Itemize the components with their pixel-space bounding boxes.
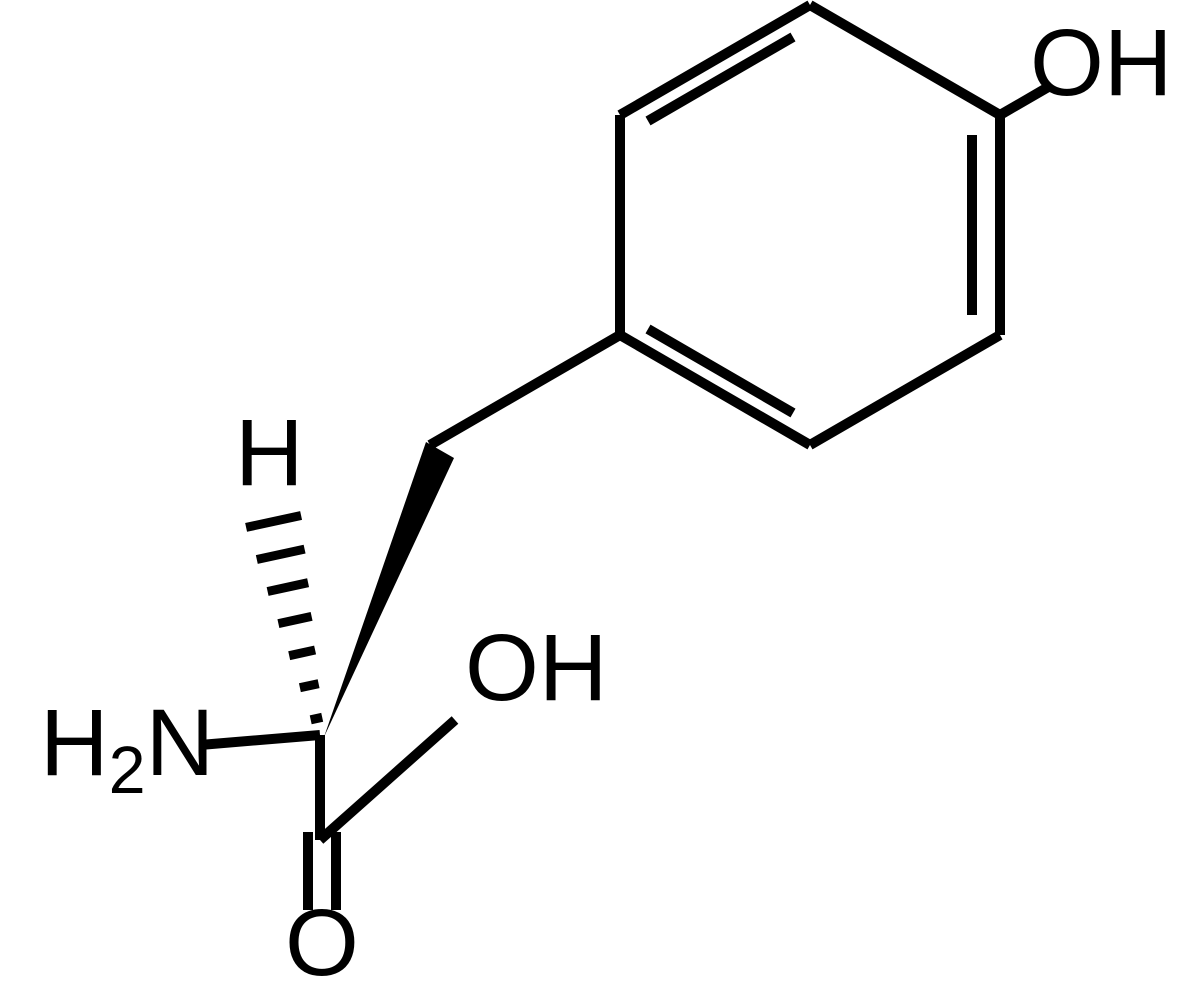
- label-oh-acid: OH: [465, 615, 608, 721]
- bond-r3-r4-inner: [648, 329, 793, 413]
- molecule-diagram: OH H OH H2N O: [0, 0, 1200, 986]
- label-o-carbonyl: O: [285, 890, 359, 986]
- label-oh-phenol: OH: [1030, 10, 1173, 116]
- label-nh2-2: 2: [109, 734, 146, 808]
- bond-r4-ch2: [430, 335, 620, 445]
- bond-ch2-ca-wedge: [324, 442, 454, 737]
- label-nh2-n: N: [146, 690, 215, 796]
- label-nh2: H2N: [40, 690, 214, 808]
- bond-r5-r6: [620, 5, 810, 115]
- label-nh2-h: H: [40, 690, 109, 796]
- bond-r2-r3: [810, 335, 1000, 445]
- benzene-ring: [620, 5, 1000, 445]
- label-h-stereo: H: [235, 400, 304, 506]
- bond-r6-r1: [810, 5, 1000, 115]
- bond-ca-n: [200, 735, 320, 745]
- bond-r3-r4: [620, 335, 810, 445]
- bond-r5-r6-inner: [648, 37, 793, 121]
- bond-ca-h-hash: [246, 516, 322, 720]
- bond-cc-oh: [320, 720, 455, 840]
